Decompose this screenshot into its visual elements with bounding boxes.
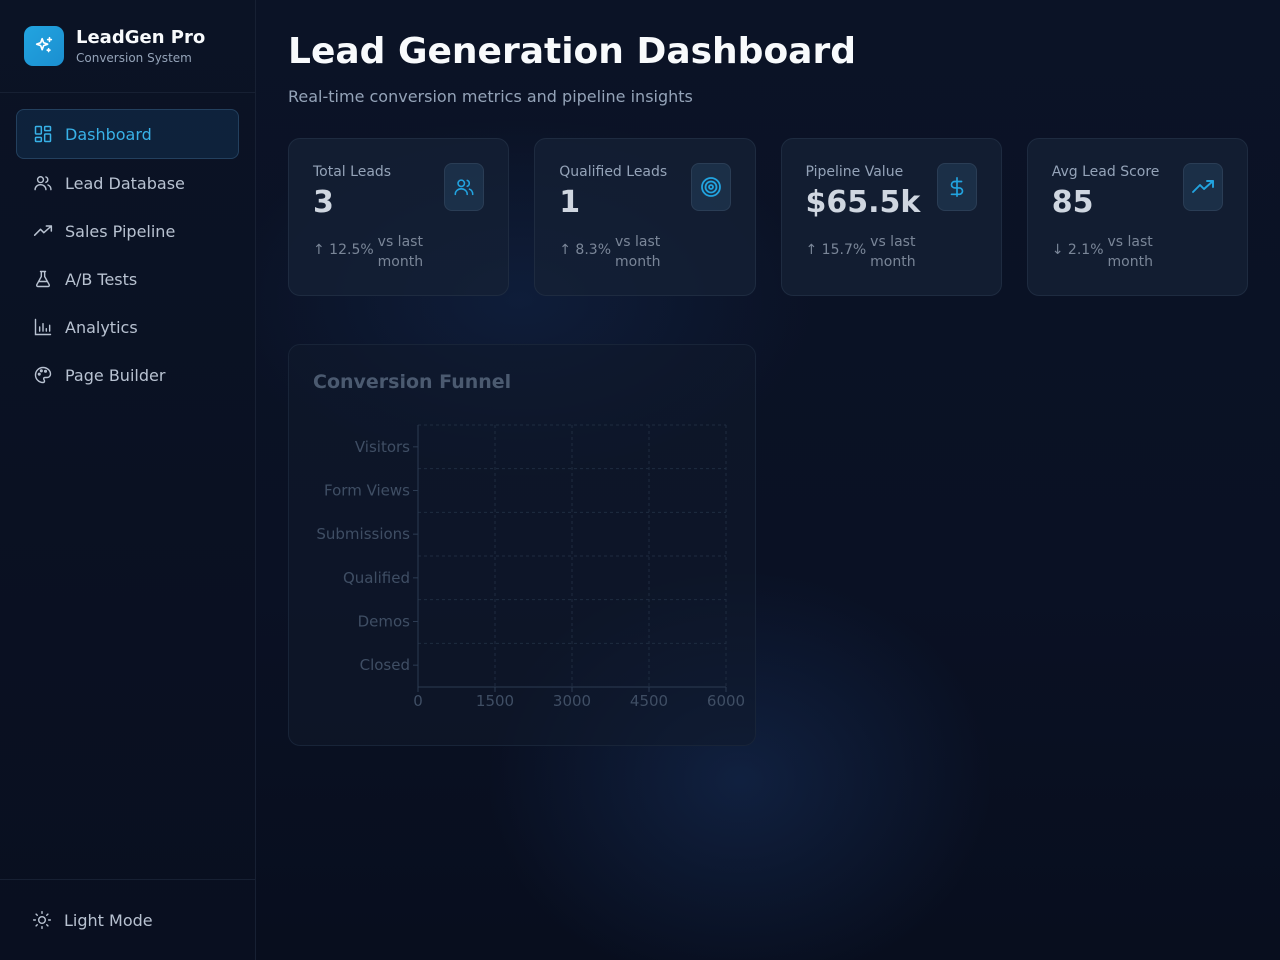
stat-label: Pipeline Value (805, 164, 904, 180)
stats-row: Total Leads 3 ↑ 12.5% vs last month Qual… (288, 138, 1248, 296)
stat-card-total-leads[interactable]: Total Leads 3 ↑ 12.5% vs last month (288, 138, 510, 296)
stat-trend: ↓ 2.1% (1051, 242, 1104, 258)
stat-value: 1 (559, 185, 581, 220)
users-icon (33, 173, 53, 193)
conversion-funnel-card: Conversion Funnel Visitors Form Views Subm… (288, 344, 756, 746)
conversion-funnel-chart: Visitors Form Views Submissions Qualified De… (316, 424, 745, 710)
sidebar-item-ab-tests[interactable]: A/B Tests (16, 255, 239, 303)
brand[interactable]: LeadGen Pro Conversion System (0, 0, 255, 93)
sidebar-item-label: Lead Database (65, 173, 185, 193)
stat-label: Avg Lead Score (1051, 164, 1160, 180)
stat-trend-caption: vs last month (377, 234, 424, 270)
sidebar-nav: Dashboard Lead Database Sales Pipeline (0, 93, 255, 399)
page-title: Lead Generation Dashboard (288, 31, 857, 72)
sidebar-item-label: A/B Tests (65, 269, 138, 289)
y-tick-label: Submissions (316, 525, 410, 543)
stat-trend: ↑ 12.5% (313, 242, 374, 258)
y-tick-label: Demos (358, 613, 411, 631)
x-tick-label: 4500 (630, 692, 668, 710)
palette-icon (33, 365, 53, 385)
sidebar-item-label: Sales Pipeline (65, 221, 176, 241)
y-tick-label: Visitors (355, 438, 410, 456)
flask-icon (33, 269, 53, 289)
stat-card-pipeline-value[interactable]: Pipeline Value $65.5k ↑ 15.7% vs last mo… (780, 138, 1002, 296)
x-tick-label: 6000 (707, 692, 745, 710)
y-tick-label: Closed (360, 656, 410, 674)
sidebar-item-label: Dashboard (65, 124, 152, 144)
bar-chart-icon (33, 317, 53, 337)
dollar-icon (936, 163, 977, 211)
stat-value: 85 (1051, 185, 1094, 220)
sidebar-item-label: Page Builder (65, 365, 166, 385)
sidebar-item-page-builder[interactable]: Page Builder (16, 351, 239, 399)
stat-label: Qualified Leads (559, 164, 668, 180)
brand-title: LeadGen Pro (76, 27, 206, 48)
sidebar-item-sales-pipeline[interactable]: Sales Pipeline (16, 207, 239, 255)
stat-value: 3 (313, 185, 334, 220)
y-tick-label: Qualified (343, 569, 410, 587)
sun-icon (32, 910, 52, 930)
x-tick-label: 0 (413, 692, 423, 710)
y-tick-label: Form Views (324, 482, 410, 500)
sidebar-item-lead-database[interactable]: Lead Database (16, 159, 239, 207)
x-tick-label: 3000 (553, 692, 591, 710)
grid-icon (33, 124, 53, 144)
stat-trend-caption: vs last month (1107, 234, 1153, 270)
trending-up-icon (33, 221, 53, 241)
target-icon (690, 163, 731, 211)
stat-trend-caption: vs last month (615, 234, 661, 270)
sidebar-item-dashboard[interactable]: Dashboard (16, 109, 239, 159)
main-content: Lead Generation Dashboard Real-time conv… (288, 0, 1248, 746)
chart-title: Conversion Funnel (313, 371, 512, 393)
stat-trend: ↑ 8.3% (559, 242, 611, 258)
x-tick-label: 1500 (476, 692, 514, 710)
brand-subtitle: Conversion System (76, 51, 192, 65)
stat-trend: ↑ 15.7% (805, 242, 867, 258)
stat-trend-caption: vs last month (870, 234, 916, 270)
theme-toggle-button[interactable]: Light Mode (0, 879, 255, 960)
page-subtitle: Real-time conversion metrics and pipelin… (288, 87, 693, 106)
stat-card-qualified-leads[interactable]: Qualified Leads 1 ↑ 8.3% vs last month (534, 138, 756, 296)
users-icon (444, 163, 485, 211)
sidebar-item-analytics[interactable]: Analytics (16, 303, 239, 351)
sidebar: LeadGen Pro Conversion System Dashboard … (0, 0, 256, 960)
sparkles-icon (24, 26, 64, 66)
theme-toggle-label: Light Mode (64, 910, 153, 930)
stat-value: $65.5k (805, 185, 921, 220)
trending-up-icon (1183, 163, 1223, 211)
stat-card-avg-lead-score[interactable]: Avg Lead Score 85 ↓ 2.1% vs last month (1026, 138, 1248, 296)
sidebar-item-label: Analytics (65, 317, 138, 337)
stat-label: Total Leads (313, 164, 392, 180)
